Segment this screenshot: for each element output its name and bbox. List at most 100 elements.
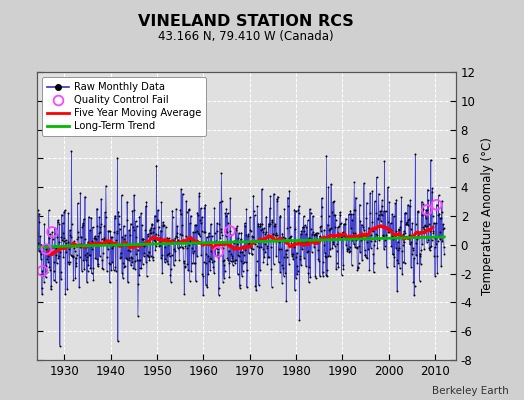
Point <box>70 242 79 248</box>
Point <box>208 259 216 266</box>
Point <box>113 228 121 234</box>
Point <box>304 270 312 276</box>
Point <box>138 236 146 242</box>
Point <box>420 226 428 232</box>
Point <box>119 223 128 229</box>
Point <box>374 216 383 222</box>
Point <box>184 267 192 274</box>
Point <box>404 222 412 228</box>
Point <box>231 260 239 266</box>
Point <box>388 211 396 218</box>
Point <box>222 233 230 239</box>
Point <box>43 242 51 248</box>
Point <box>301 240 309 246</box>
Point <box>103 268 111 274</box>
Point <box>47 286 55 292</box>
Point <box>151 212 159 219</box>
Point <box>378 197 386 204</box>
Point <box>269 231 277 237</box>
Point <box>335 223 343 229</box>
Point <box>226 228 234 234</box>
Point <box>147 224 155 231</box>
Point <box>83 268 92 274</box>
Point <box>77 234 85 240</box>
Point <box>330 198 338 205</box>
Point <box>253 258 261 264</box>
Point <box>85 214 93 220</box>
Point <box>267 284 276 290</box>
Point <box>207 256 215 262</box>
Point <box>241 220 249 226</box>
Point <box>217 198 226 204</box>
Point <box>221 210 230 216</box>
Point <box>58 237 67 243</box>
Point <box>287 233 295 240</box>
Point <box>141 203 150 210</box>
Point <box>292 250 301 256</box>
Point <box>220 257 228 263</box>
Point <box>115 220 123 227</box>
Point <box>336 220 345 226</box>
Point <box>238 272 246 279</box>
Point <box>179 245 187 252</box>
Point <box>222 213 230 219</box>
Point <box>229 258 237 264</box>
Point <box>212 245 221 251</box>
Point <box>181 262 189 269</box>
Point <box>298 246 307 252</box>
Point <box>302 224 311 230</box>
Point <box>194 212 202 218</box>
Point <box>203 284 212 290</box>
Point <box>280 206 289 212</box>
Point <box>260 225 268 232</box>
Point <box>166 271 174 278</box>
Point <box>128 259 136 265</box>
Point <box>42 246 50 252</box>
Text: Berkeley Earth: Berkeley Earth <box>432 386 508 396</box>
Point <box>216 234 224 241</box>
Point <box>271 223 280 230</box>
Point <box>249 192 258 199</box>
Point <box>252 271 260 278</box>
Point <box>35 248 43 254</box>
Point <box>285 261 293 267</box>
Point <box>292 254 300 260</box>
Point <box>286 237 294 244</box>
Point <box>334 264 343 270</box>
Point <box>407 239 416 245</box>
Point <box>434 192 443 198</box>
Point <box>152 218 161 225</box>
Point <box>372 235 380 241</box>
Point <box>325 253 334 259</box>
Point <box>389 213 398 219</box>
Point <box>230 238 238 244</box>
Point <box>172 205 180 212</box>
Point <box>326 225 334 232</box>
Point <box>188 240 196 246</box>
Point <box>419 201 427 208</box>
Point <box>355 232 364 239</box>
Point <box>279 234 287 241</box>
Point <box>391 232 399 238</box>
Point <box>166 238 174 245</box>
Point <box>372 210 380 216</box>
Point <box>239 258 248 265</box>
Point <box>171 257 180 263</box>
Point <box>258 221 267 228</box>
Point <box>58 220 67 226</box>
Point <box>193 210 202 216</box>
Point <box>180 258 188 264</box>
Point <box>339 266 347 272</box>
Point <box>277 246 286 253</box>
Point <box>350 207 358 213</box>
Point <box>149 224 158 231</box>
Point <box>149 256 157 263</box>
Point <box>202 234 211 240</box>
Point <box>255 223 264 229</box>
Point <box>125 227 133 233</box>
Point <box>284 202 292 209</box>
Point <box>423 223 431 229</box>
Point <box>106 261 114 267</box>
Point <box>88 245 96 252</box>
Point <box>151 230 160 237</box>
